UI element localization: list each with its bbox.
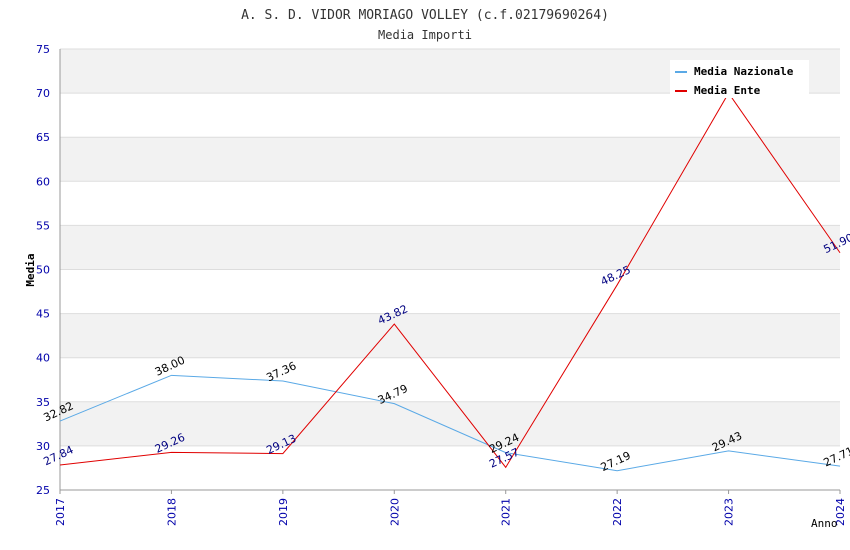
y-tick-label: 45: [36, 308, 50, 321]
chart-title: A. S. D. VIDOR MORIAGO VOLLEY (c.f.02179…: [241, 8, 609, 23]
y-tick-labels: 25 30 35 40 45 50 55 60 65 70 75: [36, 43, 50, 497]
x-tick-label: 2020: [388, 498, 401, 526]
chart-subtitle: Media Importi: [378, 28, 472, 42]
x-tick-label: 2021: [500, 498, 513, 526]
plot-band: [60, 313, 840, 358]
y-axis-label: Media: [24, 253, 37, 286]
y-tick-label: 55: [36, 219, 50, 232]
legend-box: [670, 60, 809, 98]
plot-band: [60, 181, 840, 226]
x-tick-label: 2017: [54, 498, 67, 526]
legend-label-media-nazionale: Media Nazionale: [694, 65, 794, 78]
legend: Media Nazionale Media Ente: [670, 60, 809, 98]
y-tick-label: 70: [36, 87, 50, 100]
x-tick-label: 2022: [611, 498, 624, 526]
y-tick-label: 65: [36, 131, 50, 144]
plot-background: [60, 49, 840, 490]
y-tick-label: 40: [36, 352, 50, 365]
x-axis-label: Anno: [811, 517, 838, 530]
plot-band: [60, 445, 840, 490]
plot-band: [60, 93, 840, 138]
legend-label-media-ente: Media Ente: [694, 84, 761, 97]
x-tick-label: 2023: [723, 498, 736, 526]
y-tick-label: 25: [36, 484, 50, 497]
y-tick-label: 50: [36, 264, 50, 277]
plot-band: [60, 401, 840, 446]
y-tick-label: 30: [36, 440, 50, 453]
axes: [59, 49, 840, 491]
plot-band: [60, 225, 840, 270]
series-lines: [59, 92, 841, 472]
series-line-media-ente: [59, 92, 841, 469]
x-tick-label: 2018: [165, 498, 178, 526]
y-tick-label: 60: [36, 175, 50, 188]
plot-band: [60, 269, 840, 314]
y-tick-label: 35: [36, 396, 50, 409]
plot-band: [60, 137, 840, 182]
plot-band: [60, 357, 840, 402]
x-tick-label: 2024: [834, 498, 847, 526]
series-line-media-nazionale: [59, 374, 841, 472]
x-tick-labels: 2017 2018 2019 2020 2021 2022 2023 2024: [54, 490, 847, 526]
x-tick-label: 2019: [277, 498, 290, 526]
y-tick-label: 75: [36, 43, 50, 56]
